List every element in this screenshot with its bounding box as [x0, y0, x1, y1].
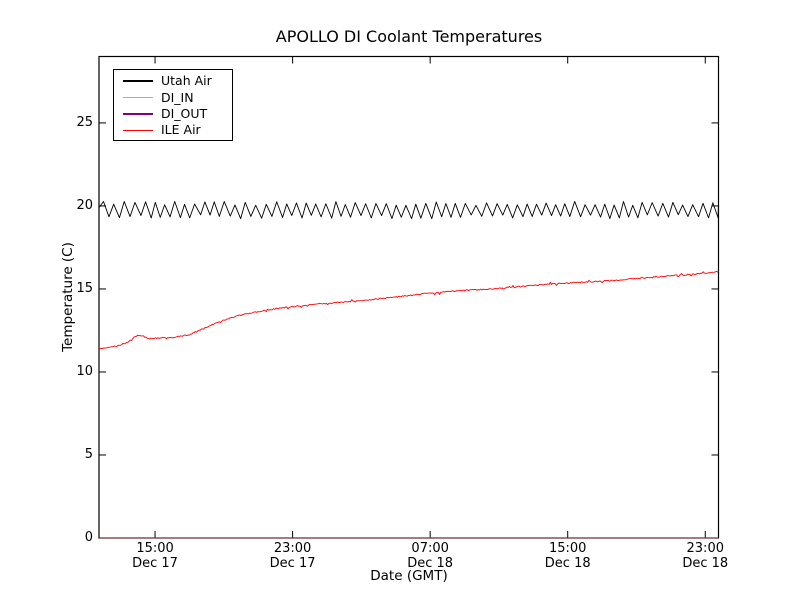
x-tick-label: 23:00 Dec 17	[243, 541, 343, 571]
axes-frame	[98, 55, 720, 539]
legend-item-utah-air: Utah Air	[114, 73, 232, 89]
legend-swatch-di-out	[123, 113, 153, 115]
x-tick-time: 23:00	[273, 541, 312, 556]
x-tick-date: Dec 17	[132, 555, 178, 571]
y-tick-label: 10	[76, 363, 93, 379]
y-tick-label: 5	[84, 446, 93, 462]
legend-swatch-utah-air	[123, 80, 153, 82]
y-tick-label: 0	[84, 530, 93, 545]
y-tick-label: 15	[76, 280, 93, 296]
series-line-ile-air	[98, 270, 719, 350]
x-tick-time: 15:00	[548, 541, 587, 556]
legend-item-di-in: DI_IN	[114, 89, 232, 105]
legend-label: DI_IN	[161, 89, 194, 105]
legend: Utah Air DI_IN DI_OUT ILE Air	[113, 69, 233, 141]
x-tick-date: Dec 17	[269, 555, 316, 571]
x-tick-date: Dec 18	[407, 555, 454, 571]
x-axis-label: Date (GMT)	[370, 568, 448, 584]
x-tick-time: 23:00	[686, 541, 724, 556]
legend-swatch-di-in	[123, 96, 153, 99]
x-tick-label: 15:00 Dec 17	[105, 541, 205, 571]
series-line-utah-air	[98, 201, 719, 220]
legend-item-ile-air: ILE Air	[114, 122, 232, 138]
x-tick-label: 07:00 Dec 18	[380, 541, 480, 571]
x-tick-time: 07:00	[411, 541, 449, 556]
legend-item-di-out: DI_OUT	[114, 106, 232, 122]
x-tick-date: Dec 18	[682, 555, 729, 571]
x-tick-time: 15:00	[136, 541, 174, 556]
legend-label: DI_OUT	[161, 105, 208, 121]
x-tick-label: 15:00 Dec 18	[518, 541, 618, 571]
y-tick-label: 20	[76, 197, 93, 213]
x-tick-date: Dec 18	[544, 555, 591, 571]
legend-label: Utah Air	[161, 73, 212, 89]
x-tick-label: 23:00 Dec 18	[655, 541, 755, 571]
y-tick-label: 25	[76, 114, 93, 130]
legend-swatch-ile-air	[123, 129, 153, 132]
legend-label: ILE Air	[161, 122, 201, 138]
chart-title: APOLLO DI Coolant Temperatures	[275, 27, 543, 46]
